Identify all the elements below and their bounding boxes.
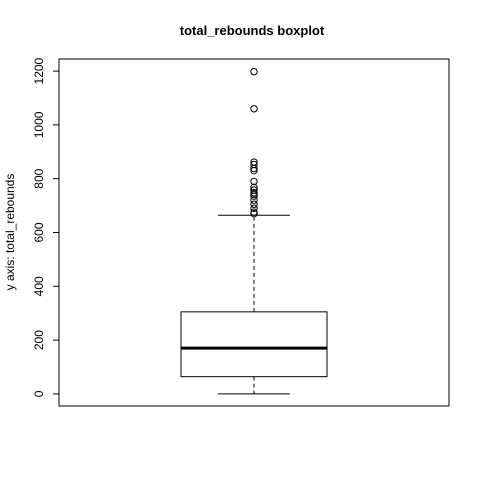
y-tick-label: 200 — [32, 330, 46, 350]
outlier-point — [250, 160, 258, 169]
outlier-point — [250, 177, 258, 186]
y-axis-label: y axis: total_rebounds — [3, 174, 17, 291]
outlier-point — [250, 186, 258, 194]
y-tick-label: 800 — [32, 168, 46, 188]
box-body — [180, 311, 328, 378]
y-tick-label: 0 — [32, 390, 46, 397]
y-axis: 0 200 400 600 800 1000 1200 — [32, 57, 60, 397]
outlier-point — [250, 67, 258, 76]
chart-title: total_rebounds boxplot — [180, 23, 325, 38]
outlier-point — [250, 200, 258, 208]
y-tick-label: 1200 — [32, 57, 46, 84]
y-tick-label: 1000 — [32, 111, 46, 138]
boxplot-elements — [180, 67, 328, 395]
outlier-point — [250, 204, 258, 212]
y-tick-label: 600 — [32, 222, 46, 242]
y-tick-label: 400 — [32, 276, 46, 296]
outlier-point — [250, 188, 258, 197]
outlier-point — [250, 105, 258, 113]
outlier-point — [250, 208, 258, 216]
outlier-point — [250, 158, 258, 166]
